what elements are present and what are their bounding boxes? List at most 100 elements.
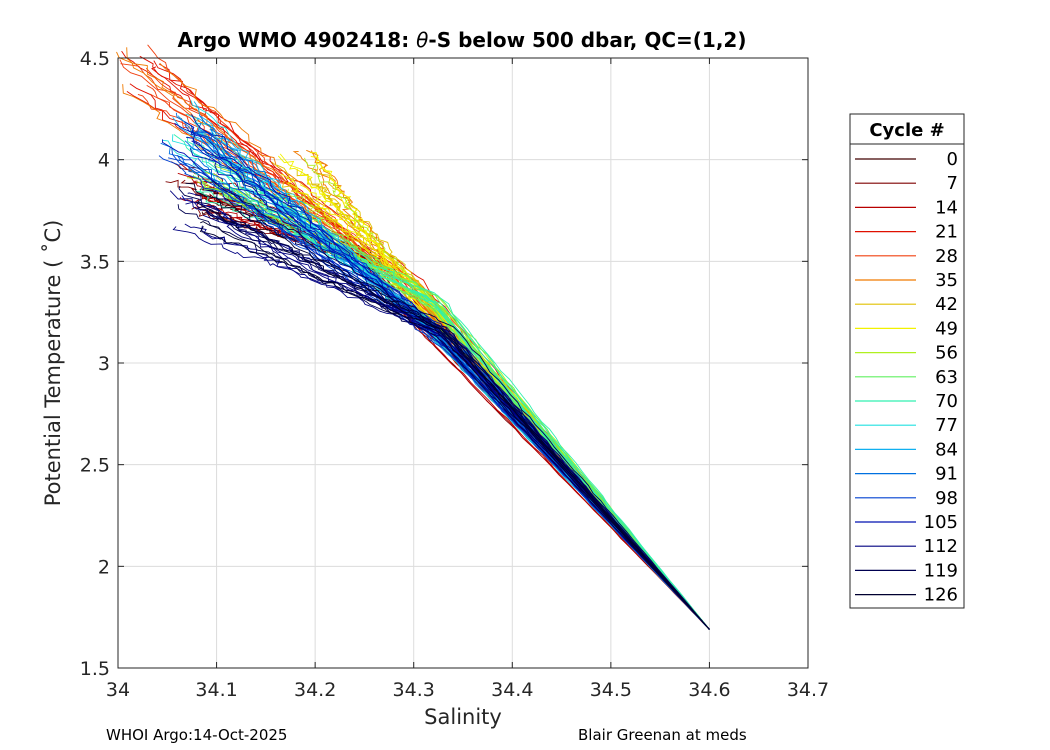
legend-item: 91 (855, 464, 958, 485)
legend-item: 14 (855, 197, 958, 218)
data-series (116, 44, 710, 630)
profile-line (126, 91, 710, 630)
profile-line (185, 182, 710, 630)
footer-author: Blair Greenan at meds (578, 726, 747, 744)
profile-line (177, 172, 710, 630)
legend-item: 56 (855, 343, 958, 364)
profile-line (191, 125, 710, 630)
y-tick-label: 3 (98, 353, 110, 375)
profile-line (185, 164, 710, 630)
profile-line (189, 148, 710, 630)
legend-item: 0 (855, 149, 958, 170)
profile-line (195, 130, 710, 630)
profile-line (202, 189, 710, 630)
legend-label: 7 (947, 173, 958, 194)
profile-line (177, 204, 710, 630)
x-tick-label: 34.1 (195, 679, 237, 701)
profile-line (185, 201, 710, 630)
profile-line (181, 195, 710, 630)
legend-label: 35 (935, 270, 958, 291)
legend-label: 49 (935, 318, 958, 339)
legend-label: 28 (935, 246, 958, 267)
legend-item: 112 (855, 536, 958, 557)
profile-line (146, 85, 710, 630)
legend-label: 98 (935, 488, 958, 509)
legend-label: 77 (935, 415, 958, 436)
profile-line (213, 179, 710, 630)
y-tick-label: 2.5 (80, 455, 110, 477)
profile-line (172, 226, 710, 630)
profile-line (214, 170, 710, 630)
x-tick-label: 34.2 (294, 679, 336, 701)
profile-line (149, 93, 710, 630)
legend-label: 126 (924, 585, 958, 606)
profile-line (201, 196, 710, 630)
legend-label: 112 (924, 536, 958, 557)
footer-source: WHOI Argo:14-Oct-2025 (106, 726, 288, 744)
legend-item: 84 (855, 439, 958, 460)
legend-item: 119 (855, 560, 958, 581)
legend-label: 84 (935, 439, 958, 460)
legend-item: 21 (855, 222, 958, 243)
legend-label: 105 (924, 512, 958, 533)
x-tick-label: 34.5 (590, 679, 632, 701)
legend-item: 105 (855, 512, 958, 533)
profile-line (203, 171, 710, 630)
legend-label: 91 (935, 464, 958, 485)
x-tick-label: 34.7 (787, 679, 829, 701)
axis-ticks (117, 57, 809, 669)
legend-item: 126 (855, 585, 958, 606)
legend-label: 56 (935, 343, 958, 364)
profile-line (221, 191, 710, 630)
chart-title: Argo WMO 4902418: θ-S below 500 dbar, QC… (178, 28, 747, 52)
legend-item: 28 (855, 246, 958, 267)
profile-line (204, 189, 710, 630)
legend-item: 35 (855, 270, 958, 291)
x-tick-label: 34.6 (688, 679, 730, 701)
profile-line (202, 214, 710, 630)
legend-label: 42 (935, 294, 958, 315)
profile-line (200, 225, 710, 630)
profile-line (213, 184, 710, 630)
legend-item: 98 (855, 488, 958, 509)
profile-line (200, 221, 710, 630)
legend-box (849, 113, 965, 609)
axis-tick-labels: 34 34.1 34.2 34.3 34.4 34.5 34.6 34.7 1.5 2 2.5 3 3.… (80, 48, 829, 701)
profile-line (120, 63, 710, 630)
legend-label: 70 (935, 391, 958, 412)
profile-line (180, 179, 710, 630)
profile-line (186, 177, 710, 630)
x-tick-label: 34 (106, 679, 130, 701)
legend-label: 14 (935, 197, 958, 218)
profile-line (170, 161, 710, 630)
legend-item: 70 (855, 391, 958, 412)
legend-label: 119 (924, 560, 958, 581)
profile-line (197, 192, 710, 630)
profile-line (169, 190, 710, 630)
profile-line (195, 201, 710, 630)
profile-line (151, 66, 710, 630)
profile-line (178, 185, 710, 630)
profile-line (191, 114, 710, 630)
profile-line (122, 84, 710, 630)
profile-line (274, 186, 710, 630)
y-tick-label: 3.5 (80, 251, 110, 273)
legend-items: 0 7 14 21 28 35 42 49 56 63 70 77 84 91 98 105 112 119 126 (855, 149, 958, 606)
profile-line (145, 67, 710, 630)
y-axis-label: Potential Temperature ( ˚C) (41, 220, 65, 507)
x-tick-label: 34.3 (393, 679, 435, 701)
y-tick-label: 1.5 (80, 658, 110, 680)
legend: Cycle # 0 7 14 21 28 35 42 49 56 63 70 77 84 91 98 105 1… (849, 113, 965, 609)
profile-line (174, 122, 710, 630)
x-axis-label: Salinity (424, 705, 502, 729)
profile-line (198, 187, 710, 630)
profile-line (234, 188, 710, 630)
x-tick-label: 34.4 (491, 679, 533, 701)
profile-line (196, 190, 710, 630)
legend-item: 7 (855, 173, 958, 194)
y-tick-label: 2 (98, 556, 110, 578)
legend-item: 63 (855, 367, 958, 388)
legend-label: 63 (935, 367, 958, 388)
legend-label: 0 (947, 149, 958, 170)
